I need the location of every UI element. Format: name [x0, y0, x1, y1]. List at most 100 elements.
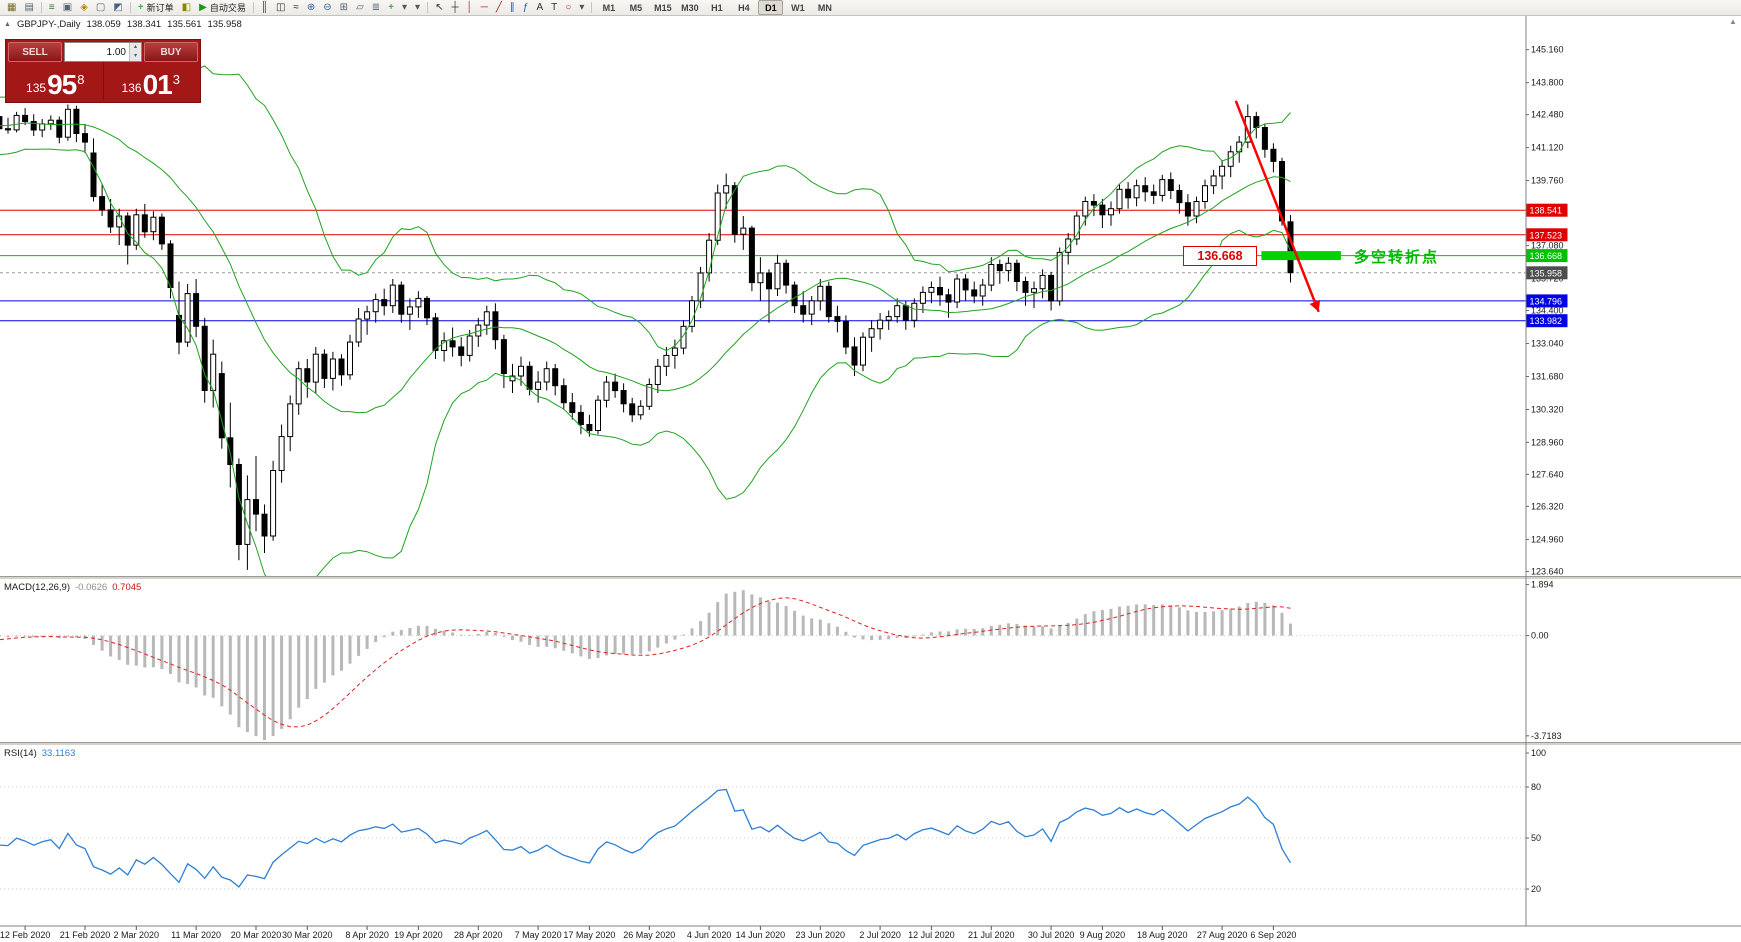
indicators-dropdown-icon[interactable]: ▾ [402, 2, 408, 13]
svg-text:130.320: 130.320 [1531, 405, 1564, 415]
horizontal-line-icon[interactable]: ─ [480, 2, 488, 13]
svg-text:143.800: 143.800 [1531, 78, 1564, 88]
indicators-icon[interactable]: + [388, 2, 394, 13]
channel-icon[interactable]: ∥ [509, 2, 515, 13]
one-click-collapse-icon[interactable]: ▲ [4, 21, 11, 28]
svg-text:2 Mar 2020: 2 Mar 2020 [114, 930, 160, 940]
svg-text:21 Jul 2020: 21 Jul 2020 [968, 930, 1015, 940]
trade-panel-divider [102, 62, 104, 100]
line-chart-icon[interactable]: ≈ [293, 2, 299, 13]
svg-text:80: 80 [1531, 782, 1541, 792]
svg-text:7 May 2020: 7 May 2020 [515, 930, 562, 940]
timeframe-m5[interactable]: M5 [629, 2, 643, 13]
crosshair-icon[interactable]: ┼ [451, 2, 459, 13]
svg-text:126.320: 126.320 [1531, 501, 1564, 511]
chart-profiles-icon[interactable]: ▤ [24, 2, 34, 13]
svg-text:19 Apr 2020: 19 Apr 2020 [394, 930, 443, 940]
price-tag-138.541 [1526, 203, 1568, 217]
label-icon[interactable]: T [551, 2, 558, 13]
volume-input[interactable]: 1.00 ▴ ▾ [64, 42, 142, 62]
shapes-dropdown-icon[interactable]: ▾ [579, 2, 585, 13]
svg-text:18 Aug 2020: 18 Aug 2020 [1137, 930, 1188, 940]
pivot-annotation-text[interactable]: 多空转折点 [1354, 249, 1440, 266]
timeframe-h1[interactable]: H1 [711, 2, 723, 13]
main-chart-panel[interactable] [0, 59, 1526, 591]
toolbar-group-timeframes: M1 M5 M15 M30 H1 H4 D1 W1 MN [595, 0, 838, 15]
sell-price[interactable]: 135 95 8 [26, 69, 85, 100]
navigator-icon[interactable]: ◈ [80, 2, 88, 13]
svg-text:8 Apr 2020: 8 Apr 2020 [345, 930, 389, 940]
macd-main-value: -0.0626 [75, 582, 108, 593]
market-watch-icon[interactable]: ≡ [48, 2, 55, 13]
toolbar-separator [252, 2, 254, 13]
pivot-zone-bar[interactable] [1261, 251, 1341, 261]
svg-text:23 Jun 2020: 23 Jun 2020 [796, 930, 846, 940]
timeframe-m15[interactable]: M15 [654, 2, 672, 13]
toolbar-group-line-studies: ↖ ┼ │ ─ ╱ ∥ ƒ A T ○ ▾ [431, 0, 588, 15]
shapes-icon[interactable]: ○ [565, 2, 572, 13]
timeframe-mn[interactable]: MN [817, 2, 832, 13]
tile-windows-icon[interactable]: ⊞ [339, 2, 349, 13]
symbol-period-label: GBPJPY-,Daily [16, 19, 81, 30]
terminal-icon[interactable]: ▢ [95, 2, 106, 13]
svg-text:135.958: 135.958 [1530, 268, 1563, 278]
fibonacci-icon[interactable]: ƒ [522, 2, 529, 13]
svg-text:11 Mar 2020: 11 Mar 2020 [171, 930, 221, 940]
timeframe-m1[interactable]: M1 [602, 2, 616, 13]
data-window-icon[interactable]: ▣ [62, 2, 73, 13]
rsi-indicator-label: RSI(14) 33.1163 [4, 748, 76, 759]
trend-arrow[interactable] [1234, 100, 1320, 313]
svg-text:14 Jun 2020: 14 Jun 2020 [736, 930, 786, 940]
svg-text:138.541: 138.541 [1530, 206, 1563, 216]
zoom-out-icon[interactable]: ⊖ [323, 2, 332, 13]
buy-price[interactable]: 136 01 3 [121, 69, 180, 100]
svg-text:133.982: 133.982 [1530, 316, 1563, 326]
chart-shift-icon[interactable]: ≣ [371, 2, 381, 13]
price-tag-137.523 [1526, 228, 1568, 242]
chart-canvas[interactable]: 145.160143.800142.480141.120139.760138.4… [0, 16, 1741, 942]
toolbar-group-chart-tools: ║ ◫ ≈ ⊕ ⊖ ⊞ ▱ ≣ + ▾ ▾ [257, 0, 424, 15]
timeframe-w1[interactable]: W1 [791, 2, 805, 13]
svg-text:100: 100 [1531, 748, 1546, 758]
date-axis[interactable]: 12 Feb 2020 21 Feb 2020 2 Mar 2020 11 Mar 2… [0, 925, 1741, 942]
autotrading-button[interactable]: ▶ 自动交易 [199, 2, 246, 13]
svg-text:136.668: 136.668 [1530, 251, 1563, 261]
auto-scroll-icon[interactable]: ▱ [356, 2, 364, 13]
bar-chart-icon[interactable]: ║ [260, 2, 268, 13]
chart-scroll-marker-icon[interactable]: ▲ [1729, 17, 1737, 26]
price-axis[interactable]: 145.160143.800142.480141.120139.760138.4… [1526, 45, 1568, 894]
volume-value: 1.00 [106, 46, 126, 58]
ohlc-high: 138.341 [126, 19, 162, 30]
new-order-button[interactable]: + 新订单 [137, 2, 174, 13]
strategy-tester-icon[interactable]: ◩ [113, 2, 123, 13]
metaeditor-icon[interactable]: ◧ [181, 2, 192, 13]
vertical-line-icon[interactable]: │ [466, 2, 473, 13]
trendline-icon[interactable]: ╱ [495, 2, 502, 13]
macd-panel[interactable] [0, 590, 1526, 740]
panel-splitter-macd[interactable] [0, 576, 1741, 579]
text-icon[interactable]: A [536, 2, 544, 13]
svg-text:128.960: 128.960 [1531, 437, 1564, 447]
candlestick-chart-icon[interactable]: ◫ [275, 2, 286, 13]
svg-text:2 Jul 2020: 2 Jul 2020 [859, 930, 901, 940]
timeframe-d1[interactable]: D1 [758, 0, 784, 15]
svg-text:137.523: 137.523 [1530, 230, 1563, 240]
svg-text:30 Mar 2020: 30 Mar 2020 [282, 930, 333, 940]
periods-dropdown-icon[interactable]: ▾ [415, 2, 421, 13]
new-chart-icon[interactable]: ▦ [7, 2, 17, 13]
sell-button[interactable]: SELL [8, 42, 62, 62]
rsi-panel[interactable] [0, 786, 1526, 890]
timeframe-h4[interactable]: H4 [738, 2, 750, 13]
volume-down-icon[interactable]: ▾ [130, 52, 141, 61]
pivot-price-label[interactable]: 136.668 [1183, 246, 1257, 266]
svg-text:9 Aug 2020: 9 Aug 2020 [1080, 930, 1126, 940]
panel-splitter-rsi[interactable] [0, 742, 1741, 745]
buy-button[interactable]: BUY [144, 42, 198, 62]
toolbar: ▦ ▤ ≡ ▣ ◈ ▢ ◩ + 新订单 ◧ ▶ 自动交易 ║ ◫ ≈ ⊕ ⊖ ⊞ ▱ ≣ + ▾ ▾ ↖ ┼ │ ─ ╱ ∥ ƒ A T ○ ▾ M… [0, 0, 1741, 16]
svg-text:6 Sep 2020: 6 Sep 2020 [1250, 930, 1296, 940]
timeframe-m30[interactable]: M30 [681, 2, 699, 13]
volume-up-icon[interactable]: ▴ [130, 43, 141, 52]
svg-text:139.760: 139.760 [1531, 176, 1564, 186]
zoom-in-icon[interactable]: ⊕ [306, 2, 316, 13]
cursor-icon[interactable]: ↖ [435, 2, 444, 13]
